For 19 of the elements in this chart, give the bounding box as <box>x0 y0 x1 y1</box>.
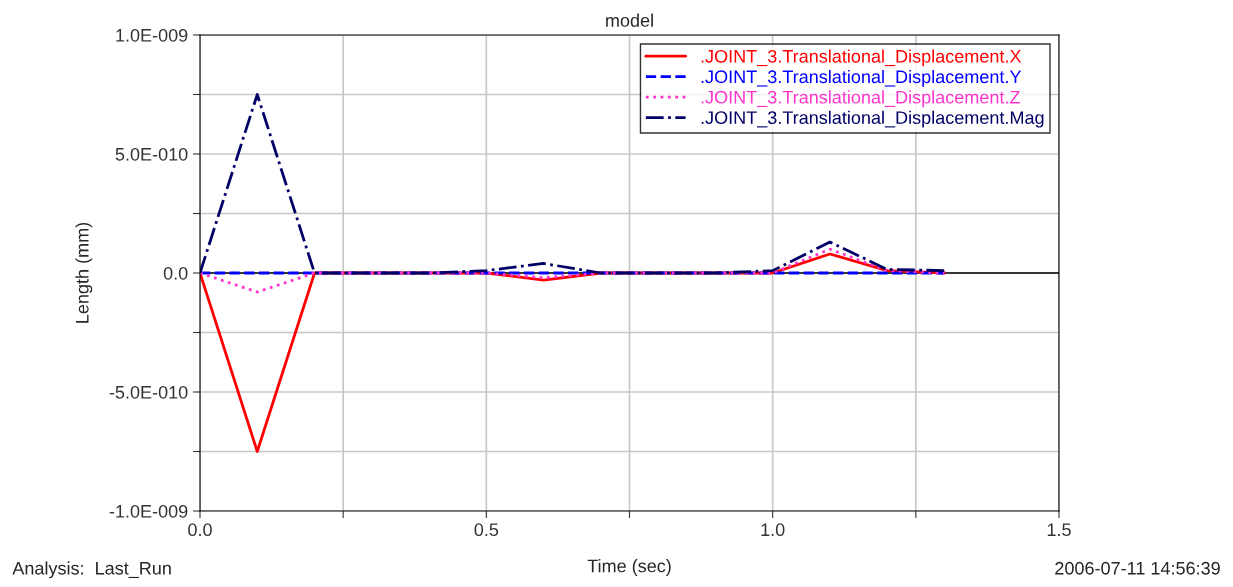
chart-title: model <box>606 13 653 27</box>
y-tick-label: 0.0 <box>163 266 188 280</box>
y-tick-label: -1.0E-009 <box>109 504 188 518</box>
legend-label: .JOINT_3.Translational_Displacement.Mag <box>701 110 1044 128</box>
line-series <box>200 247 946 294</box>
x-axis-title: Time (sec) <box>587 559 671 576</box>
legend-label: .JOINT_3.Translational_Displacement.X <box>701 49 1022 67</box>
text: 2006-07-11 14:56:39 <box>1055 561 1220 575</box>
x-tick-label: 0.5 <box>474 523 499 537</box>
y-tick-label: 5.0E-010 <box>115 147 188 161</box>
y-tick-label: 1.0E-009 <box>116 28 188 42</box>
text: Analysis: Last_Run <box>12 561 171 579</box>
legend-label: .JOINT_3.Translational_Displacement.Z <box>701 90 1020 108</box>
y-axis-title: Length (mm) <box>75 222 93 323</box>
x-tick-label: 1.5 <box>1047 523 1071 537</box>
y-tick-label: -5.0E-010 <box>109 385 188 399</box>
legend-label: .JOINT_3.Translational_Displacement.Y <box>701 69 1022 87</box>
x-tick-label: 1.0 <box>761 523 785 537</box>
x-tick-label: 0.0 <box>188 523 212 537</box>
